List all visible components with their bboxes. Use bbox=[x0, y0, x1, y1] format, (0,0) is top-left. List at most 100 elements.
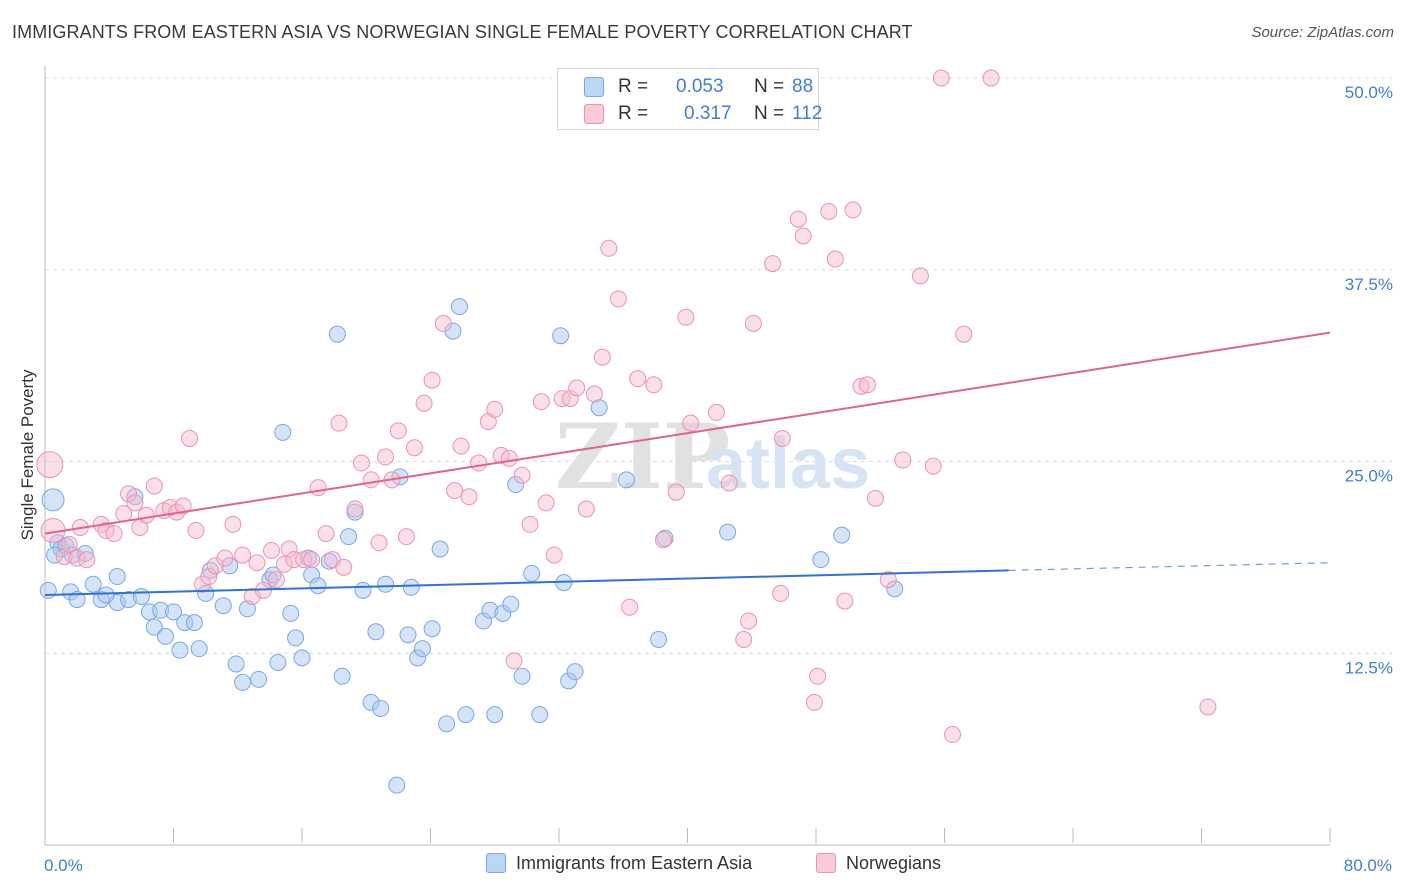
data-point-norwegians bbox=[460, 488, 478, 506]
data-point-immigrants bbox=[399, 626, 417, 644]
data-point-norwegians bbox=[309, 479, 327, 497]
y-axis-label: Single Female Poverty bbox=[18, 369, 37, 541]
series-immigrants-eastern-asia bbox=[39, 298, 904, 794]
data-point-immigrants bbox=[309, 577, 327, 595]
trend-line-norwegians bbox=[44, 331, 1331, 535]
data-point-norwegians bbox=[924, 457, 942, 475]
data-point-immigrants bbox=[438, 715, 456, 733]
data-point-immigrants bbox=[431, 540, 449, 558]
data-point-norwegians bbox=[577, 500, 595, 518]
legend-label-immigrants: Immigrants from Eastern Asia bbox=[516, 853, 753, 873]
x-tick-label: 0.0% bbox=[44, 856, 83, 875]
data-point-immigrants bbox=[340, 528, 358, 546]
data-point-immigrants bbox=[282, 604, 300, 622]
data-point-immigrants bbox=[287, 629, 305, 647]
data-point-norwegians bbox=[982, 69, 1000, 87]
data-point-immigrants bbox=[269, 653, 287, 671]
series-norwegians bbox=[36, 69, 1217, 744]
data-point-immigrants bbox=[377, 575, 395, 593]
data-point-norwegians bbox=[568, 379, 586, 397]
data-point-immigrants bbox=[812, 551, 830, 569]
data-point-norwegians bbox=[955, 325, 973, 343]
data-point-norwegians bbox=[317, 525, 335, 543]
data-point-immigrants bbox=[333, 667, 351, 685]
data-point-norwegians bbox=[805, 693, 823, 711]
correlation-legend: R = 0.053 N = 88 R = 0.317 N = 112 bbox=[557, 68, 822, 130]
legend-label-norwegians: Norwegians bbox=[846, 853, 942, 873]
data-point-norwegians bbox=[600, 239, 618, 257]
data-point-norwegians bbox=[60, 535, 78, 553]
data-point-immigrants bbox=[402, 578, 420, 596]
watermark-zip: ZIP bbox=[555, 404, 730, 510]
data-point-norwegians bbox=[537, 494, 555, 512]
data-point-immigrants bbox=[201, 561, 219, 579]
data-point-norwegians bbox=[434, 314, 452, 332]
data-point-norwegians bbox=[280, 540, 298, 558]
r-value-pink: 0.317 bbox=[684, 103, 732, 124]
data-point-norwegians bbox=[285, 551, 303, 569]
data-point-immigrants bbox=[197, 584, 215, 602]
data-point-norwegians bbox=[389, 422, 407, 440]
data-point-norwegians bbox=[852, 377, 870, 395]
y-tick-label: 50.0% bbox=[1345, 83, 1393, 102]
data-point-immigrants bbox=[531, 706, 549, 724]
data-point-norwegians bbox=[654, 531, 672, 549]
data-point-immigrants bbox=[507, 476, 525, 494]
data-point-immigrants bbox=[719, 523, 737, 541]
data-point-norwegians bbox=[362, 471, 380, 489]
data-point-immigrants bbox=[84, 575, 102, 593]
data-point-norwegians bbox=[78, 551, 96, 569]
data-point-norwegians bbox=[772, 584, 790, 602]
data-point-immigrants bbox=[513, 667, 531, 685]
data-point-norwegians bbox=[773, 429, 791, 447]
data-point-norwegians bbox=[36, 451, 64, 479]
data-point-norwegians bbox=[836, 592, 854, 610]
data-point-norwegians bbox=[740, 612, 758, 630]
data-point-immigrants bbox=[486, 706, 504, 724]
legend-swatch-blue bbox=[486, 853, 506, 873]
n-value-blue: 88 bbox=[792, 76, 814, 97]
data-point-norwegians bbox=[809, 667, 827, 685]
trend-line-immigrants bbox=[44, 569, 1009, 596]
data-point-norwegians bbox=[532, 393, 550, 411]
data-point-norwegians bbox=[911, 267, 929, 285]
y-tick-labels: 12.5% 25.0% 37.5% 50.0% bbox=[1345, 83, 1393, 677]
axes: 0.0% 80.0% bbox=[44, 66, 1392, 875]
data-point-norwegians bbox=[330, 414, 348, 432]
data-point-immigrants bbox=[171, 641, 189, 659]
y-tick-label: 37.5% bbox=[1345, 275, 1393, 294]
data-point-immigrants bbox=[450, 298, 468, 316]
data-point-norwegians bbox=[621, 598, 639, 616]
data-point-norwegians bbox=[879, 571, 897, 589]
data-point-immigrants bbox=[523, 564, 541, 582]
data-point-norwegians bbox=[944, 726, 962, 744]
data-point-immigrants bbox=[108, 568, 126, 586]
x-tick-label: 80.0% bbox=[1344, 856, 1392, 875]
source-credit: Source: ZipAtlas.com bbox=[1251, 24, 1394, 41]
data-point-norwegians bbox=[764, 255, 782, 273]
data-point-norwegians bbox=[335, 558, 353, 576]
data-point-norwegians bbox=[585, 385, 603, 403]
data-point-norwegians bbox=[858, 376, 876, 394]
data-point-norwegians bbox=[789, 210, 807, 228]
data-point-norwegians bbox=[423, 371, 441, 389]
data-point-norwegians bbox=[521, 515, 539, 533]
data-point-norwegians bbox=[137, 506, 155, 524]
data-point-immigrants bbox=[886, 580, 904, 598]
data-point-immigrants bbox=[367, 623, 385, 641]
data-point-immigrants bbox=[68, 591, 86, 609]
data-point-immigrants bbox=[413, 640, 431, 658]
data-point-norwegians bbox=[545, 546, 563, 564]
legend-swatch-pink bbox=[816, 853, 836, 873]
data-point-norwegians bbox=[267, 571, 285, 589]
data-point-norwegians bbox=[500, 449, 518, 467]
data-point-immigrants bbox=[190, 640, 208, 658]
data-point-norwegians bbox=[629, 370, 647, 388]
trend-lines bbox=[44, 331, 1331, 596]
legend-swatch-blue bbox=[584, 77, 604, 97]
data-point-immigrants bbox=[423, 620, 441, 638]
data-point-norwegians bbox=[866, 489, 884, 507]
data-point-norwegians bbox=[1199, 698, 1217, 716]
